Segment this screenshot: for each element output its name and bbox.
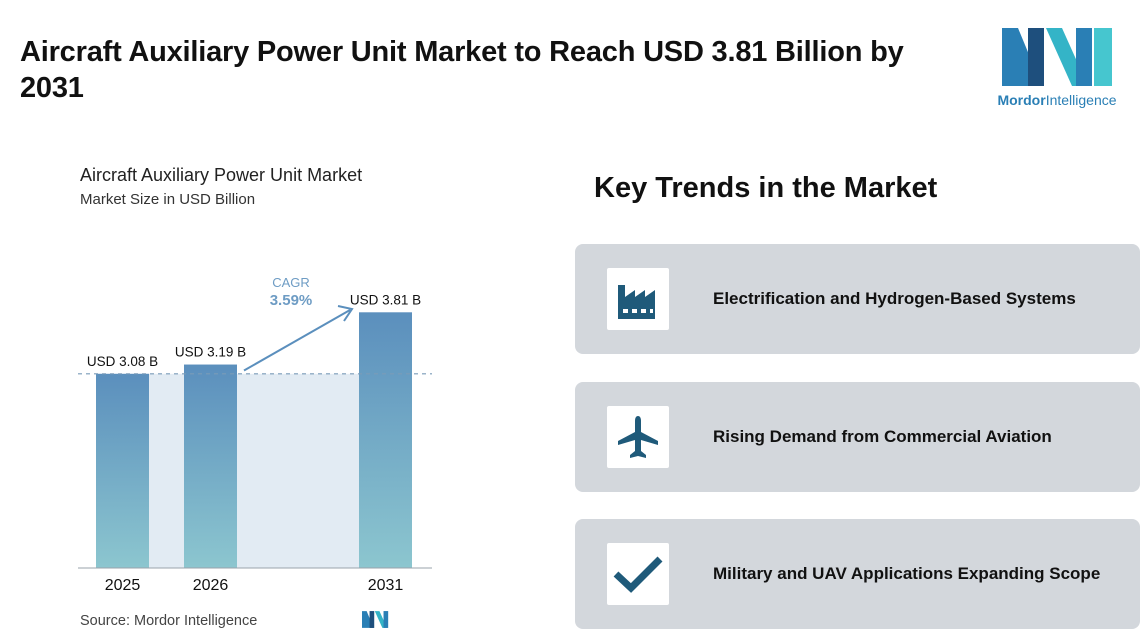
bar-chart: USD 3.08 B 2025 USD 3.19 B 2026 USD 3.81 B 20… <box>78 275 432 594</box>
trends-title: Key Trends in the Market <box>594 172 938 204</box>
trend-card: Rising Demand from Commercial Aviation <box>575 382 1140 492</box>
data-label: USD 3.08 B <box>87 354 158 369</box>
airplane-icon <box>618 416 658 458</box>
logo-mark-icon <box>1002 28 1112 86</box>
trend-label: Rising Demand from Commercial Aviation <box>713 427 1052 446</box>
trend-icon-frame <box>607 406 669 468</box>
cagr-arrow <box>243 309 351 372</box>
chart-title: Aircraft Auxiliary Power Unit Market <box>80 165 363 185</box>
source-note: Source: Mordor Intelligence <box>80 613 258 629</box>
x-tick-label: 2025 <box>105 577 141 594</box>
trend-card: Electrification and Hydrogen-Based Syste… <box>575 244 1140 354</box>
bar-2026 <box>184 364 237 568</box>
bar-2031 <box>359 312 412 568</box>
mordor-logo: MordorIntelligence <box>990 28 1124 112</box>
trend-icon-frame <box>607 268 669 330</box>
cagr-label: CAGR <box>272 275 310 290</box>
x-tick-label: 2026 <box>193 577 229 594</box>
x-tick-label: 2031 <box>368 577 404 594</box>
cagr-value: 3.59% <box>270 292 313 309</box>
trend-label: Electrification and Hydrogen-Based Syste… <box>713 289 1076 308</box>
cagr-arrowhead <box>337 305 354 322</box>
trend-card: Military and UAV Applications Expanding … <box>575 519 1140 629</box>
factory-icon <box>618 285 655 319</box>
bar-2025 <box>96 373 149 568</box>
data-label: USD 3.19 B <box>175 345 246 360</box>
trend-icon-frame <box>607 543 669 605</box>
source-logo-icon <box>362 611 389 628</box>
chart-subtitle: Market Size in USD Billion <box>80 191 256 208</box>
trend-label: Military and UAV Applications Expanding … <box>713 564 1101 583</box>
page-title: Aircraft Auxiliary Power Unit Market to … <box>20 36 904 104</box>
checkmark-icon <box>613 556 663 593</box>
data-label: USD 3.81 B <box>350 292 421 307</box>
logo-wordmark: MordorIntelligence <box>997 92 1117 108</box>
